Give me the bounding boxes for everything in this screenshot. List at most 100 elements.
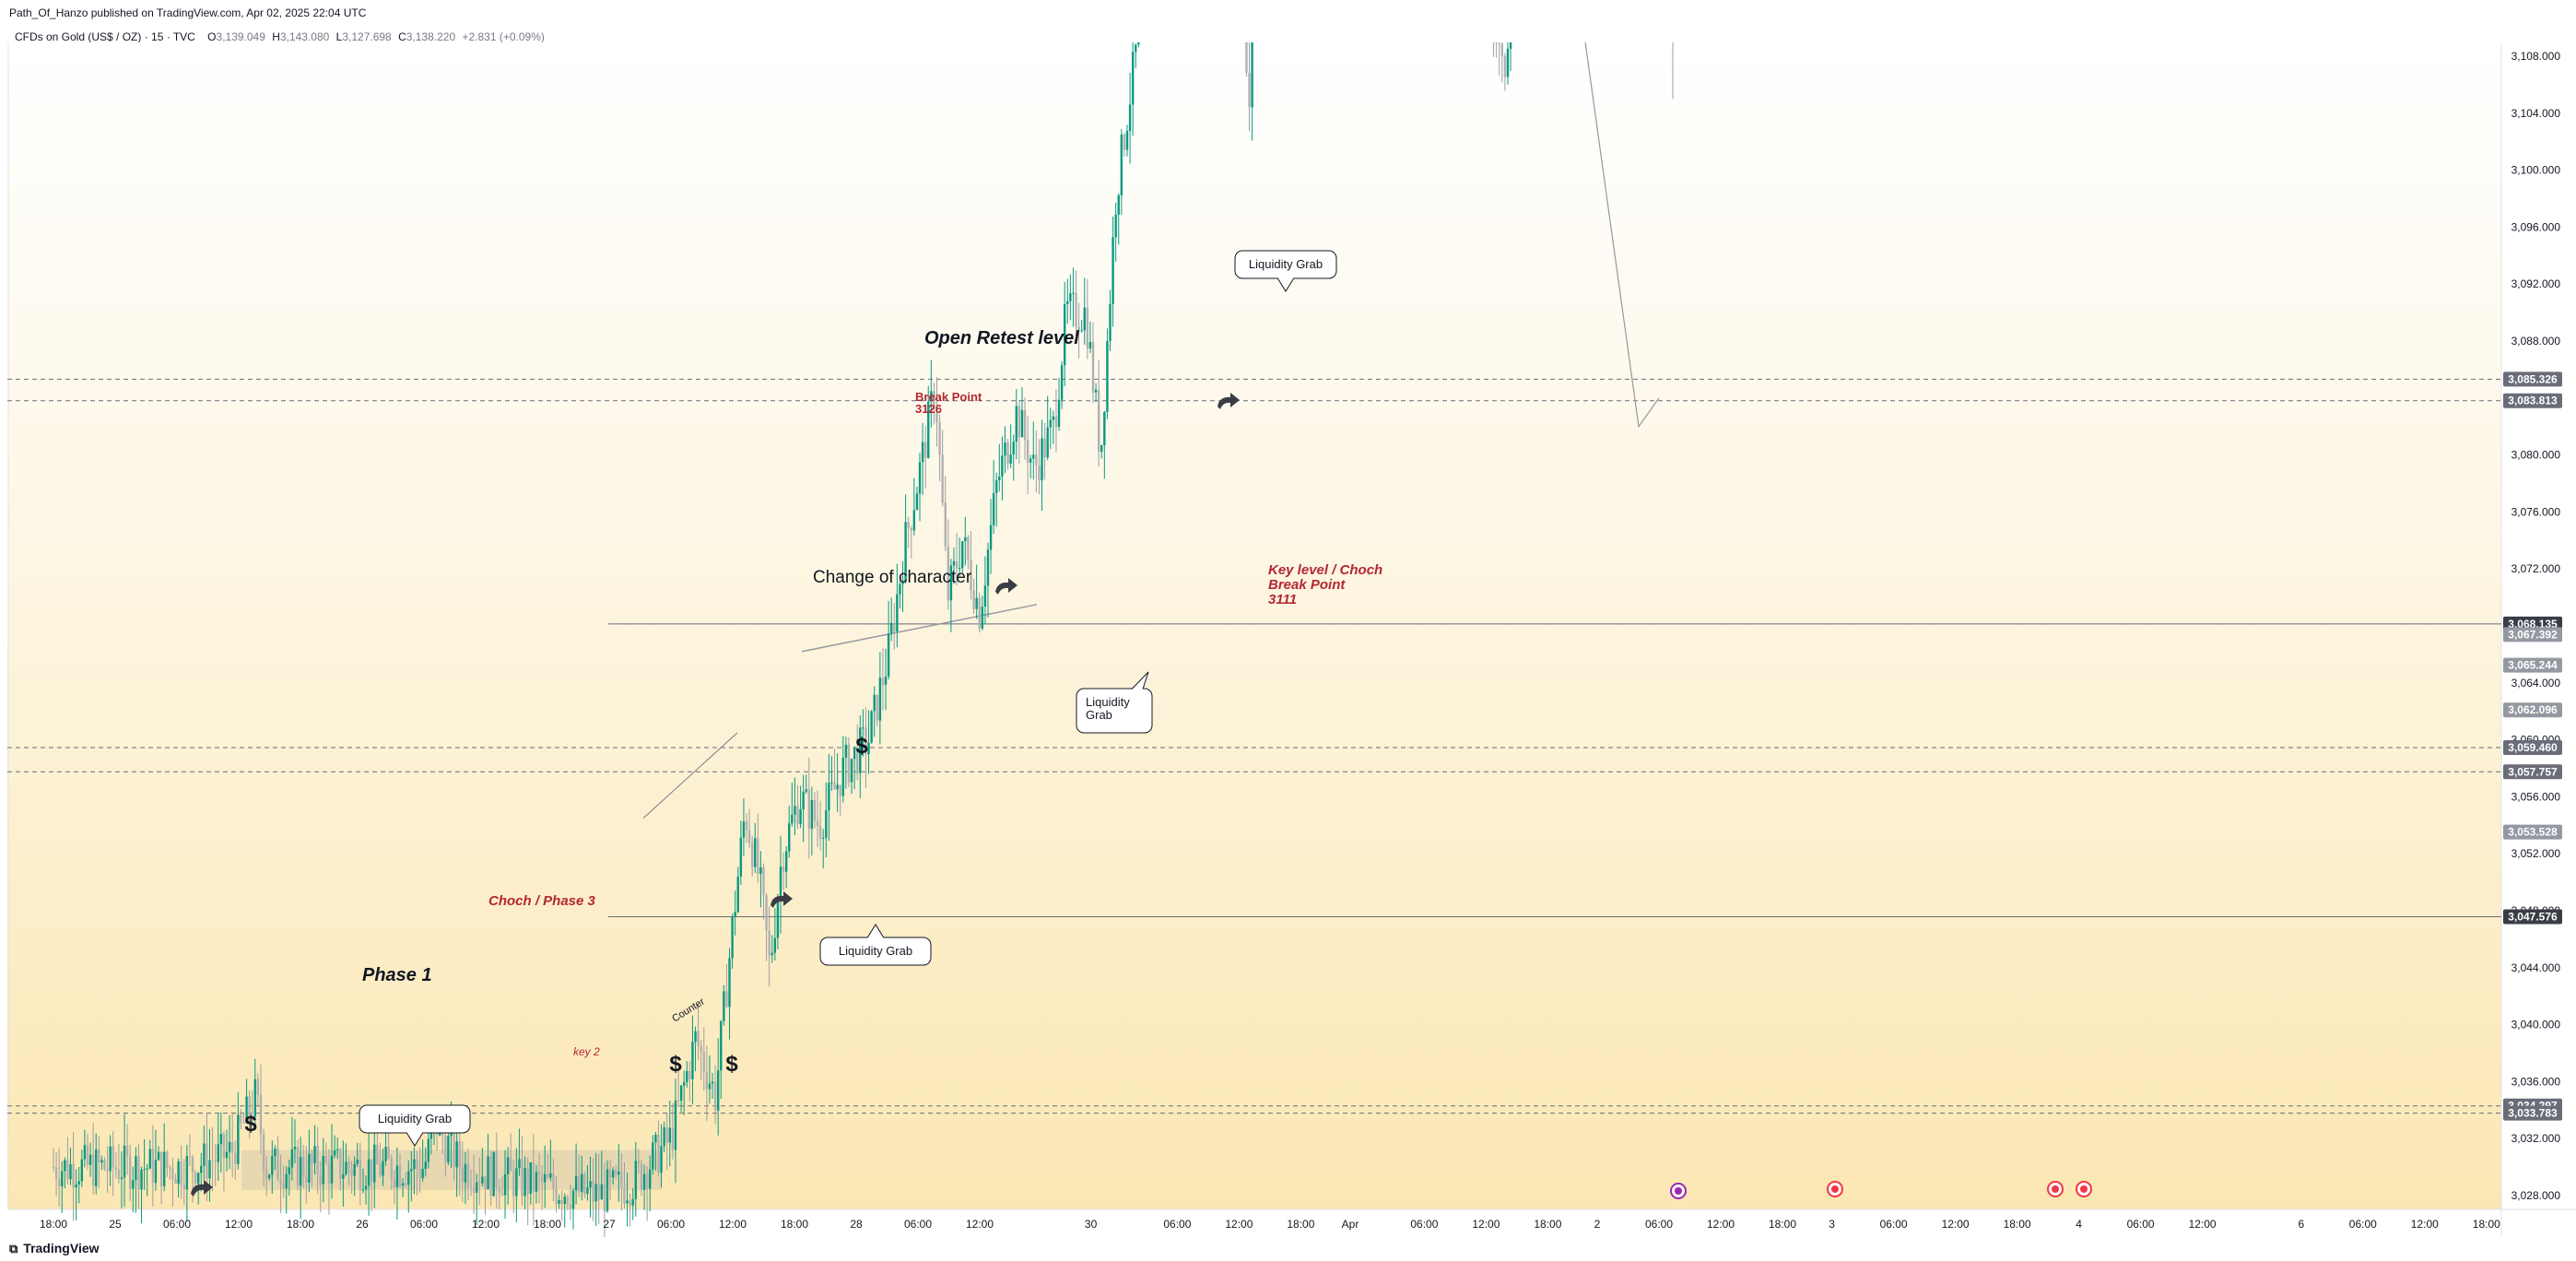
candle-body: [274, 1149, 276, 1157]
candle-body: [615, 1170, 618, 1175]
candle-body: [850, 759, 853, 783]
candle-body: [319, 1174, 322, 1184]
low-value: 3,127.698: [342, 30, 392, 43]
candle-body: [754, 838, 757, 867]
price-tick-label: 3,052.000: [2511, 847, 2561, 860]
time-tick-label: 12:00: [2411, 1218, 2439, 1231]
candle-body: [708, 1083, 712, 1090]
candle-body: [640, 1163, 643, 1190]
candle-body: [822, 837, 825, 840]
candle-body: [382, 1161, 384, 1176]
candle-body: [1046, 427, 1049, 458]
candle-body: [1128, 104, 1132, 132]
level-price-tag-bg: [2503, 824, 2562, 840]
price-tick-label: 3,088.000: [2511, 335, 2561, 348]
candle-body: [1137, 42, 1140, 45]
time-tick-label: 06:00: [410, 1218, 438, 1231]
candle-body: [904, 522, 907, 582]
time-axis[interactable]: 18:00 25 06:00 12:00 18:00 26 06:00 12:00 18:00 2…: [40, 1218, 2500, 1231]
curved-arrow-icon: [191, 1180, 213, 1196]
candle-body: [282, 1184, 285, 1189]
candle-body: [975, 597, 978, 609]
candle-body: [952, 560, 956, 566]
candle-body: [498, 1187, 501, 1194]
candle-body: [91, 1154, 95, 1186]
candle-body: [398, 1165, 402, 1186]
curved-arrow-shape: [995, 578, 1017, 595]
trendline: [801, 604, 1038, 653]
candle-body: [518, 1159, 521, 1169]
candle-body: [691, 1042, 694, 1079]
candle-body: [373, 1144, 376, 1183]
callout-text: Liquidity Grab: [1249, 257, 1323, 271]
symbol-ohlc-line[interactable]: CFDs on Gold (US$ / OZ) · 15 · TVC O3,13…: [15, 30, 548, 43]
level-price-tag: 3,065.244: [2508, 659, 2558, 672]
curved-arrow-shape: [191, 1180, 213, 1196]
time-tick-label: 18:00: [1769, 1218, 1796, 1231]
level-price-tag-bg: [2503, 702, 2562, 718]
candle-body: [566, 1196, 570, 1205]
candle-body: [132, 1180, 135, 1189]
candle-body: [645, 1173, 649, 1189]
price-tick-label: 3,044.000: [2511, 961, 2561, 974]
price-tick-label: 3,076.000: [2511, 505, 2561, 518]
symbol-name[interactable]: CFDs on Gold (US$ / OZ) · 15 · TVC: [15, 30, 195, 43]
candle-body: [642, 1173, 646, 1190]
candle-body: [1498, 42, 1500, 44]
candle-body: [390, 1159, 393, 1179]
candle-body: [1245, 42, 1248, 73]
candle-body: [1103, 411, 1106, 445]
candle-body: [123, 1145, 126, 1178]
candle-body: [1251, 42, 1253, 108]
candle-body: [125, 1145, 129, 1156]
time-tick-label: Apr: [1342, 1218, 1359, 1231]
candle-body: [333, 1150, 336, 1156]
candle-body: [862, 727, 865, 729]
level-price-tag: 3,057.757: [2508, 765, 2558, 778]
candle-body: [1112, 237, 1114, 305]
candle-body: [921, 442, 924, 463]
candle-body: [529, 1161, 532, 1194]
candle-body: [1009, 454, 1012, 464]
time-tick-label: 26: [356, 1218, 369, 1231]
price-tick-label: 3,072.000: [2511, 562, 2561, 575]
candle-body: [1020, 409, 1024, 438]
price-tick-label: 3,064.000: [2511, 677, 2561, 689]
candle-body: [72, 1164, 75, 1188]
candle-body: [1088, 341, 1092, 349]
candle-body: [697, 1031, 700, 1046]
candle-body: [393, 1178, 396, 1188]
candle-body: [230, 1141, 234, 1153]
candle-body: [799, 809, 802, 824]
candle-body: [256, 1078, 260, 1095]
candle-body: [686, 1071, 688, 1082]
candle-body: [537, 1172, 541, 1175]
candle-body: [492, 1151, 495, 1196]
candle-body: [992, 493, 995, 525]
candle-body: [629, 1200, 631, 1206]
candle-body: [828, 783, 830, 811]
candle-body: [271, 1156, 274, 1175]
price-axis[interactable]: 3,028.000 3,032.000 3,036.000 3,040.000 3,04…: [2503, 42, 2562, 1202]
candlestick-series: [52, 42, 1674, 1237]
time-tick-label: 3: [1829, 1218, 1835, 1231]
candle-body: [262, 1134, 265, 1171]
candle-body: [563, 1196, 566, 1205]
candle-body: [521, 1159, 523, 1196]
time-tick-label: 06:00: [2349, 1218, 2377, 1231]
phase1-label: Phase 1: [362, 965, 432, 985]
candle-body: [1043, 438, 1046, 458]
candle-body: [466, 1163, 470, 1188]
candle-body: [540, 1174, 544, 1183]
economic-events[interactable]: [1670, 1181, 2092, 1199]
tradingview-logo[interactable]: ⧉ TradingView: [9, 1241, 100, 1256]
footer-bar: [0, 1237, 2576, 1261]
candle-body: [353, 1163, 356, 1176]
time-tick-label: 18:00: [1534, 1218, 1561, 1231]
candle-body: [1083, 307, 1086, 331]
time-tick-label: 30: [1085, 1218, 1098, 1231]
change-value: +2.831 (+0.09%): [462, 30, 545, 43]
candle-body: [180, 1161, 182, 1185]
candle-body: [847, 744, 851, 783]
